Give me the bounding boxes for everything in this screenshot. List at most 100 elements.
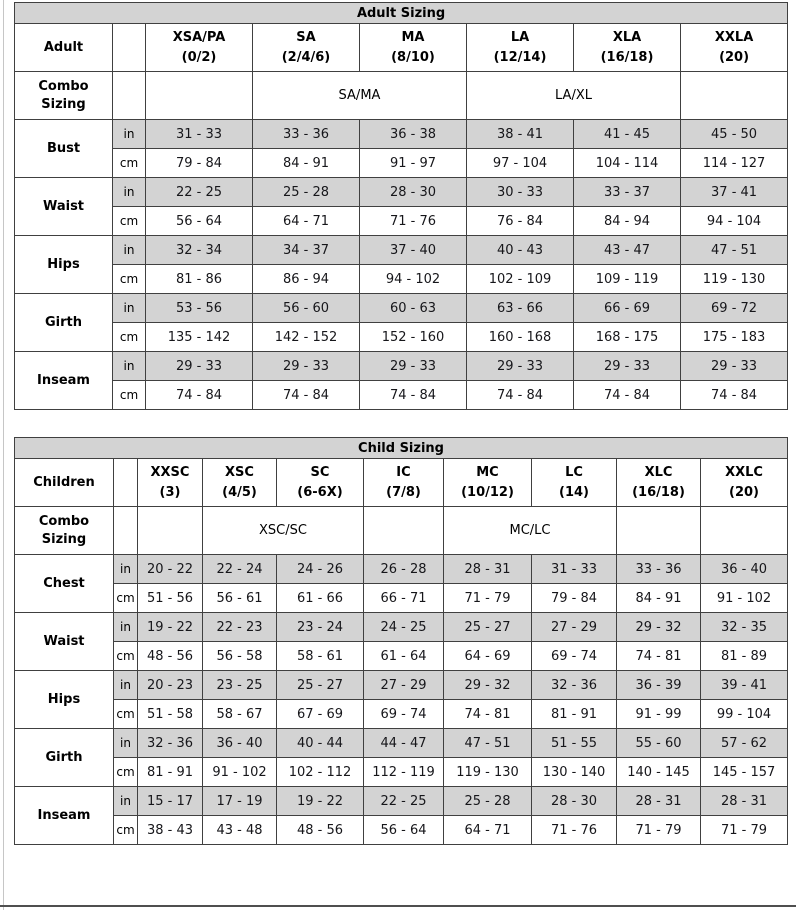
unit-column-spacer bbox=[112, 23, 146, 72]
size-range-cell: 91 - 102 bbox=[202, 757, 277, 787]
size-column-header: XXLA (20) bbox=[679, 23, 789, 72]
size-range-cell: 76 - 84 bbox=[466, 206, 574, 236]
size-range-cell: 61 - 64 bbox=[363, 641, 444, 671]
size-numbers: (10/12) bbox=[461, 484, 514, 500]
unit-label-in: in bbox=[113, 786, 138, 816]
unit-column-spacer bbox=[113, 506, 138, 555]
combo-sizing-cell bbox=[363, 506, 444, 555]
size-range-cell: 71 - 76 bbox=[359, 206, 467, 236]
size-range-cell: 71 - 79 bbox=[616, 815, 701, 845]
size-range-cell: 45 - 50 bbox=[679, 119, 789, 149]
size-range-cell: 27 - 29 bbox=[531, 612, 617, 642]
size-code: XXLC bbox=[725, 465, 763, 480]
size-numbers: (12/14) bbox=[493, 49, 547, 65]
size-range-cell: 69 - 72 bbox=[679, 293, 789, 323]
combo-sizing-label: Combo Sizing bbox=[14, 506, 114, 555]
size-range-cell: 104 - 114 bbox=[573, 148, 681, 178]
size-range-cell: 47 - 51 bbox=[443, 728, 532, 758]
size-range-cell: 26 - 28 bbox=[363, 554, 444, 584]
size-range-cell: 74 - 84 bbox=[145, 380, 253, 410]
measurement-label: Bust bbox=[14, 119, 113, 178]
size-range-cell: 58 - 67 bbox=[202, 699, 277, 729]
unit-label-in: in bbox=[113, 670, 138, 700]
unit-label-cm: cm bbox=[113, 641, 138, 671]
size-code: MA bbox=[401, 30, 425, 45]
unit-label-cm: cm bbox=[112, 264, 146, 294]
table-title: Adult Sizing bbox=[13, 2, 789, 24]
size-range-cell: 84 - 91 bbox=[252, 148, 360, 178]
size-column-header: MC (10/12) bbox=[443, 458, 532, 507]
size-range-cell: 81 - 89 bbox=[699, 641, 789, 671]
size-range-cell: 38 - 43 bbox=[137, 815, 203, 845]
size-range-cell: 43 - 48 bbox=[202, 815, 277, 845]
row-group-header: Children bbox=[14, 458, 114, 507]
size-range-cell: 56 - 64 bbox=[363, 815, 444, 845]
combo-sizing-cell bbox=[616, 506, 701, 555]
size-numbers: (20) bbox=[719, 49, 750, 65]
size-numbers: (14) bbox=[559, 484, 589, 500]
size-range-cell: 32 - 36 bbox=[137, 728, 203, 758]
size-range-cell: 23 - 24 bbox=[276, 612, 364, 642]
unit-column-spacer bbox=[112, 71, 146, 120]
size-range-cell: 32 - 36 bbox=[531, 670, 617, 700]
size-range-cell: 67 - 69 bbox=[276, 699, 364, 729]
size-range-cell: 66 - 71 bbox=[363, 583, 444, 613]
table-title: Child Sizing bbox=[13, 437, 789, 459]
size-code: SC bbox=[310, 465, 330, 480]
size-range-cell: 28 - 31 bbox=[616, 786, 701, 816]
size-range-cell: 32 - 35 bbox=[699, 612, 789, 642]
size-range-cell: 79 - 84 bbox=[531, 583, 617, 613]
size-range-cell: 102 - 109 bbox=[466, 264, 574, 294]
size-range-cell: 140 - 145 bbox=[616, 757, 701, 787]
size-range-cell: 64 - 71 bbox=[252, 206, 360, 236]
size-range-cell: 79 - 84 bbox=[145, 148, 253, 178]
size-range-cell: 43 - 47 bbox=[573, 235, 681, 265]
size-range-cell: 29 - 32 bbox=[443, 670, 532, 700]
unit-label-cm: cm bbox=[112, 206, 146, 236]
size-range-cell: 20 - 22 bbox=[137, 554, 203, 584]
measurement-label: Waist bbox=[14, 612, 114, 671]
adult-sizing-table: Adult Sizing Adult XSA/PA (0/2) SA (2/4/6) MA (… bbox=[13, 2, 789, 410]
size-range-cell: 48 - 56 bbox=[276, 815, 364, 845]
size-range-cell: 28 - 31 bbox=[699, 786, 789, 816]
size-range-cell: 94 - 104 bbox=[679, 206, 789, 236]
size-range-cell: 175 - 183 bbox=[679, 322, 789, 352]
size-range-cell: 25 - 27 bbox=[276, 670, 364, 700]
size-range-cell: 40 - 43 bbox=[466, 235, 574, 265]
size-range-cell: 37 - 40 bbox=[359, 235, 467, 265]
unit-label-cm: cm bbox=[113, 583, 138, 613]
size-range-cell: 94 - 102 bbox=[359, 264, 467, 294]
measurement-label: Hips bbox=[14, 670, 114, 729]
size-column-header: XXLC (20) bbox=[699, 458, 789, 507]
combo-sizing-cell: SA/MA bbox=[252, 71, 467, 120]
size-numbers: (7/8) bbox=[386, 484, 421, 500]
size-range-cell: 74 - 81 bbox=[616, 641, 701, 671]
measurement-label: Waist bbox=[14, 177, 113, 236]
size-code: XLC bbox=[644, 465, 673, 480]
size-range-cell: 74 - 84 bbox=[466, 380, 574, 410]
unit-label-in: in bbox=[113, 612, 138, 642]
size-range-cell: 17 - 19 bbox=[202, 786, 277, 816]
size-code: LC bbox=[565, 465, 583, 480]
size-range-cell: 81 - 86 bbox=[145, 264, 253, 294]
size-range-cell: 29 - 33 bbox=[252, 351, 360, 381]
combo-sizing-cell bbox=[145, 71, 253, 120]
size-range-cell: 74 - 84 bbox=[679, 380, 789, 410]
size-range-cell: 112 - 119 bbox=[363, 757, 444, 787]
size-range-cell: 69 - 74 bbox=[363, 699, 444, 729]
size-range-cell: 29 - 33 bbox=[466, 351, 574, 381]
size-range-cell: 25 - 27 bbox=[443, 612, 532, 642]
size-range-cell: 34 - 37 bbox=[252, 235, 360, 265]
measurement-label: Inseam bbox=[14, 351, 113, 410]
size-range-cell: 56 - 61 bbox=[202, 583, 277, 613]
size-range-cell: 56 - 64 bbox=[145, 206, 253, 236]
row-group-header: Adult bbox=[14, 23, 113, 72]
size-column-header: LC (14) bbox=[531, 458, 617, 507]
size-range-cell: 36 - 39 bbox=[616, 670, 701, 700]
size-range-cell: 130 - 140 bbox=[531, 757, 617, 787]
size-column-header: XSA/PA (0/2) bbox=[145, 23, 253, 72]
size-range-cell: 74 - 84 bbox=[252, 380, 360, 410]
size-range-cell: 63 - 66 bbox=[466, 293, 574, 323]
size-range-cell: 36 - 40 bbox=[699, 554, 789, 584]
